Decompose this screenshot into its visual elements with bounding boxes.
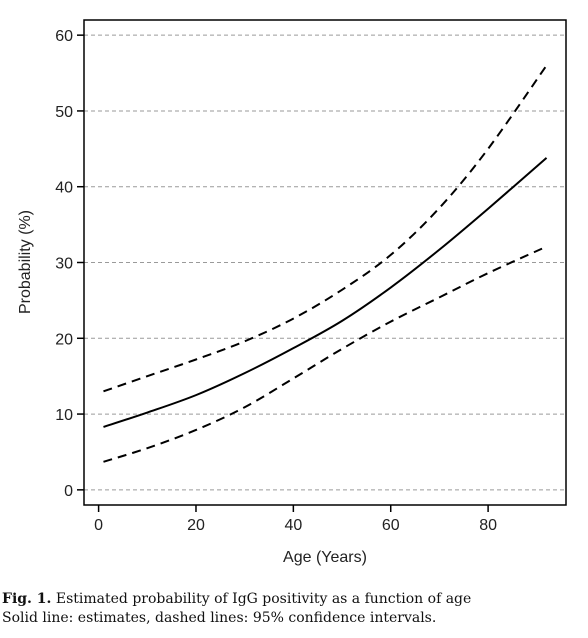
chart: 0 10 20 30 40 50 60 0 20 40 60 80 Age (Years) Prob… (17, 19, 567, 566)
lower-ci-line (103, 245, 547, 463)
series-layer (103, 64, 548, 463)
figure-label: Fig. 1. (2, 591, 52, 607)
y-tick-label: 0 (64, 483, 73, 500)
y-tick-label: 10 (55, 407, 73, 424)
caption-line-1: Estimated probability of IgG positivity … (55, 591, 472, 607)
x-axis-title: Age (Years) (283, 549, 367, 566)
upper-ci-line (103, 64, 548, 393)
y-tick-label: 20 (55, 331, 73, 348)
y-axis-title: Probability (%) (17, 210, 34, 314)
caption-line-2: Solid line: estimates, dashed lines: 95%… (2, 610, 437, 626)
gridlines (84, 34, 566, 491)
x-tick-label: 0 (94, 517, 103, 534)
x-tick-label: 80 (479, 517, 497, 534)
figure-caption: Fig. 1. Estimated probability of IgG pos… (2, 590, 582, 628)
y-tick-label: 30 (55, 256, 73, 273)
x-tick-label: 20 (187, 517, 205, 534)
y-tick-label: 50 (55, 104, 73, 121)
y-axis: 0 10 20 30 40 50 60 (55, 28, 84, 500)
x-axis: 0 20 40 60 80 (94, 505, 497, 534)
y-tick-label: 60 (55, 28, 73, 45)
y-tick-label: 40 (55, 180, 73, 197)
estimate-line (103, 157, 548, 428)
x-tick-label: 40 (284, 517, 302, 534)
x-tick-label: 60 (382, 517, 400, 534)
